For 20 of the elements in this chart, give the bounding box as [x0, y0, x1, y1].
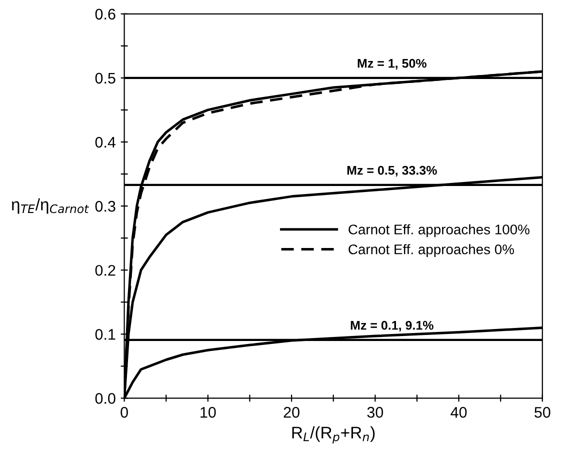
y-tick-label: 0.6 [95, 8, 116, 20]
x-tick-label: 40 [450, 406, 467, 418]
ref-line-label: Mz = 1, 50% [358, 58, 426, 70]
y-tick-label: 0.0 [95, 393, 116, 404]
x-tick-label: 0 [120, 406, 128, 418]
y-tick-label: 0.3 [95, 200, 116, 212]
x-axis-title: R$_{L}$/(R$_{p}$+R$_{n}$) [292, 426, 375, 444]
x-tick-label: 20 [284, 406, 300, 418]
y-tick-label: 0.1 [95, 329, 116, 340]
y-axis-title: η$_{TE}$/η$_{Carnot}$ [12, 198, 90, 214]
y-tick-label: 0.2 [95, 264, 116, 276]
ref-line-label: Mz = 0.5, 33.3% [347, 166, 437, 177]
x-tick-label: 30 [367, 406, 384, 418]
x-tick-label: 50 [534, 406, 550, 418]
ref-line-label: Mz = 0.1, 9.1% [350, 320, 434, 332]
y-tick-label: 0.5 [95, 72, 116, 84]
x-tick-label: 10 [200, 406, 216, 418]
legend-label: Carnot Eff. approaches 0% [348, 244, 514, 258]
legend-label: Carnot Eff. approaches 100% [348, 224, 530, 238]
y-tick-label: 0.4 [95, 136, 116, 148]
